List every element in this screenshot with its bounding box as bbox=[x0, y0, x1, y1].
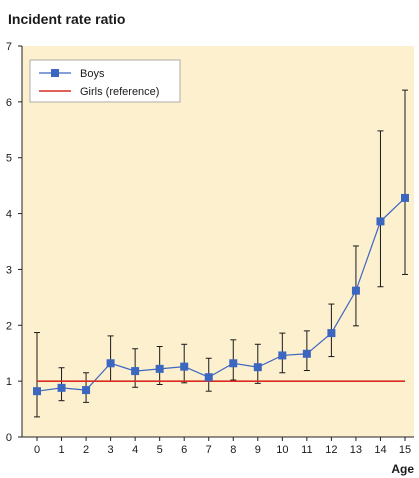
series-lines bbox=[36, 197, 406, 392]
x-tick-label: 4 bbox=[132, 444, 138, 456]
plot-background bbox=[22, 46, 414, 437]
y-tick-labels: 0 1 2 3 4 5 6 7 bbox=[6, 41, 12, 444]
data-point-boys bbox=[180, 362, 189, 371]
x-axis-label: Age bbox=[391, 462, 414, 476]
x-tick-label: 13 bbox=[350, 444, 362, 456]
data-point-boys bbox=[401, 193, 409, 202]
error-bar bbox=[377, 130, 384, 288]
x-tick-label: 8 bbox=[230, 444, 236, 456]
y-tick-label: 4 bbox=[6, 209, 12, 221]
legend-label: Boys bbox=[80, 68, 105, 80]
y-tick-label: 7 bbox=[6, 41, 12, 53]
legend-swatch-marker bbox=[51, 69, 59, 77]
x-tick-label: 5 bbox=[157, 444, 163, 456]
x-tick-labels: 0 1 2 3 4 5 6 7 8 9 10 11 12 13 14 15 bbox=[34, 444, 411, 456]
data-point-boys bbox=[327, 329, 336, 338]
x-tick-label: 11 bbox=[301, 444, 312, 456]
x-tick-label: 1 bbox=[58, 444, 64, 456]
data-point-boys bbox=[106, 359, 115, 368]
error-bar bbox=[352, 245, 359, 327]
data-point-boys bbox=[131, 367, 140, 376]
data-point-boys bbox=[229, 359, 238, 368]
data-point-boys bbox=[278, 351, 287, 360]
x-tick-label: 15 bbox=[399, 444, 411, 456]
error-bar bbox=[34, 332, 40, 418]
data-point-boys bbox=[33, 387, 41, 396]
x-tick-label: 10 bbox=[276, 444, 288, 456]
legend-label: Girls (reference) bbox=[80, 86, 159, 98]
y-tick-label: 2 bbox=[6, 320, 12, 332]
series-line-boys bbox=[36, 197, 406, 392]
y-tick-label: 3 bbox=[6, 264, 12, 276]
x-tick-label: 12 bbox=[325, 444, 337, 456]
chart-title: Incident rate ratio bbox=[8, 11, 125, 27]
y-tick-label: 1 bbox=[6, 376, 12, 388]
x-tick-label: 3 bbox=[108, 444, 114, 456]
x-tick-label: 6 bbox=[181, 444, 187, 456]
x-tick-label: 7 bbox=[206, 444, 212, 456]
data-point-boys bbox=[376, 217, 385, 226]
legend: Boys Girls (reference) bbox=[29, 59, 181, 103]
axes bbox=[18, 45, 414, 441]
y-tick-label: 6 bbox=[6, 97, 12, 109]
data-point-boys bbox=[155, 364, 164, 373]
x-tick-label: 2 bbox=[83, 444, 89, 456]
x-tick-label: 9 bbox=[255, 444, 261, 456]
x-tick-label: 0 bbox=[34, 444, 40, 456]
y-tick-label: 5 bbox=[6, 153, 12, 165]
series-markers bbox=[33, 193, 409, 396]
legend-box bbox=[29, 59, 181, 103]
data-point-boys bbox=[351, 286, 360, 295]
error-bar bbox=[402, 89, 408, 275]
data-point-boys bbox=[302, 349, 311, 358]
x-tick-label: 14 bbox=[374, 444, 386, 456]
y-tick-label: 0 bbox=[6, 432, 12, 444]
data-point-boys bbox=[57, 383, 66, 392]
data-point-boys bbox=[253, 363, 262, 372]
data-point-boys bbox=[204, 373, 213, 382]
data-point-boys bbox=[82, 386, 91, 395]
